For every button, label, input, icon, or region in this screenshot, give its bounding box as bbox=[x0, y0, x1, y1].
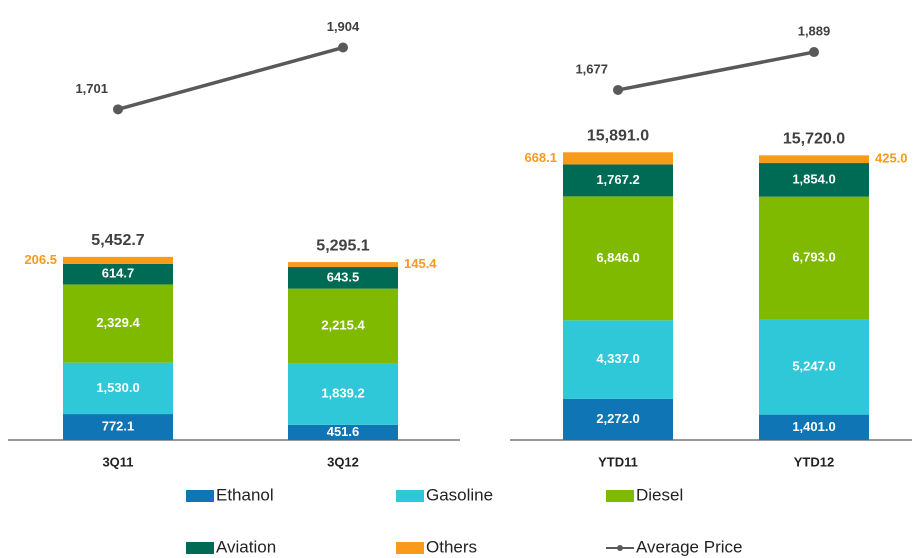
bar-segment bbox=[63, 284, 173, 363]
legend-label: Aviation bbox=[216, 537, 276, 556]
data-label: 668.1 bbox=[524, 150, 557, 165]
bar-segment bbox=[563, 152, 673, 165]
data-label: 6,846.0 bbox=[596, 250, 639, 265]
legend-label: Gasoline bbox=[426, 485, 493, 504]
data-label: 2,272.0 bbox=[596, 411, 639, 426]
total-label: 5,452.7 bbox=[91, 232, 144, 249]
line-point bbox=[809, 47, 819, 58]
bar-segment bbox=[759, 319, 869, 415]
bar-segment bbox=[759, 414, 869, 440]
x-tick-label: 3Q11 bbox=[102, 454, 133, 469]
bar-segment bbox=[63, 414, 173, 440]
data-label: 614.7 bbox=[102, 266, 135, 281]
x-tick-label: 3Q12 bbox=[327, 454, 359, 469]
bar-segment bbox=[288, 267, 398, 289]
data-label: 1,839.2 bbox=[321, 385, 364, 400]
x-tick-label: YTD12 bbox=[794, 454, 834, 469]
bar-segment bbox=[63, 256, 173, 264]
line-point bbox=[113, 104, 123, 115]
data-label: 1,677 bbox=[575, 61, 608, 76]
legend-label: Others bbox=[426, 537, 477, 556]
data-label: 1,530.0 bbox=[96, 380, 139, 395]
line bbox=[117, 45, 344, 112]
data-label: 425.0 bbox=[875, 151, 908, 166]
bar-segment bbox=[288, 288, 398, 364]
legend-swatch bbox=[396, 542, 424, 554]
data-label: 5,247.0 bbox=[792, 359, 835, 374]
legend-dot bbox=[617, 545, 623, 551]
data-label: 1,401.0 bbox=[792, 419, 835, 434]
total-label: 5,295.1 bbox=[316, 237, 369, 254]
bar-segment bbox=[563, 320, 673, 399]
bar-segment bbox=[759, 155, 869, 164]
legend-swatch bbox=[186, 542, 214, 554]
legend-label: Ethanol bbox=[216, 485, 274, 504]
legend-swatch bbox=[396, 490, 424, 502]
bar-segment bbox=[759, 163, 869, 197]
line-point bbox=[338, 42, 348, 53]
data-label: 145.4 bbox=[404, 256, 437, 271]
data-label: 1,889 bbox=[798, 23, 831, 38]
data-label: 206.5 bbox=[24, 252, 57, 267]
data-label: 1,701 bbox=[75, 81, 108, 96]
total-label: 15,720.0 bbox=[783, 131, 845, 148]
legend-swatch bbox=[606, 490, 634, 502]
bar-segment bbox=[288, 363, 398, 425]
data-label: 2,215.4 bbox=[321, 317, 365, 332]
bar-segment bbox=[63, 362, 173, 415]
total-label: 15,891.0 bbox=[587, 127, 649, 144]
data-label: 1,767.2 bbox=[596, 172, 639, 187]
line-point bbox=[613, 84, 623, 95]
data-label: 451.6 bbox=[327, 424, 360, 439]
data-label: 772.1 bbox=[102, 418, 135, 433]
legend-label: Average Price bbox=[636, 537, 742, 556]
data-label: 1,904 bbox=[327, 19, 360, 34]
legend-swatch bbox=[186, 490, 214, 502]
bar-segment bbox=[759, 196, 869, 320]
x-tick-label: YTD11 bbox=[598, 454, 638, 469]
data-label: 6,793.0 bbox=[792, 250, 835, 265]
bar-segment bbox=[288, 424, 398, 440]
line bbox=[617, 50, 815, 92]
bar-segment bbox=[563, 196, 673, 321]
data-label: 2,329.4 bbox=[96, 315, 140, 330]
bar-segment bbox=[563, 164, 673, 197]
data-label: 1,854.0 bbox=[792, 171, 835, 186]
bar-segment bbox=[288, 262, 398, 268]
data-label: 4,337.0 bbox=[596, 351, 639, 366]
data-label: 643.5 bbox=[327, 269, 360, 284]
legend-label: Diesel bbox=[636, 485, 683, 504]
bar-segment bbox=[563, 398, 673, 440]
bar-segment bbox=[63, 263, 173, 285]
